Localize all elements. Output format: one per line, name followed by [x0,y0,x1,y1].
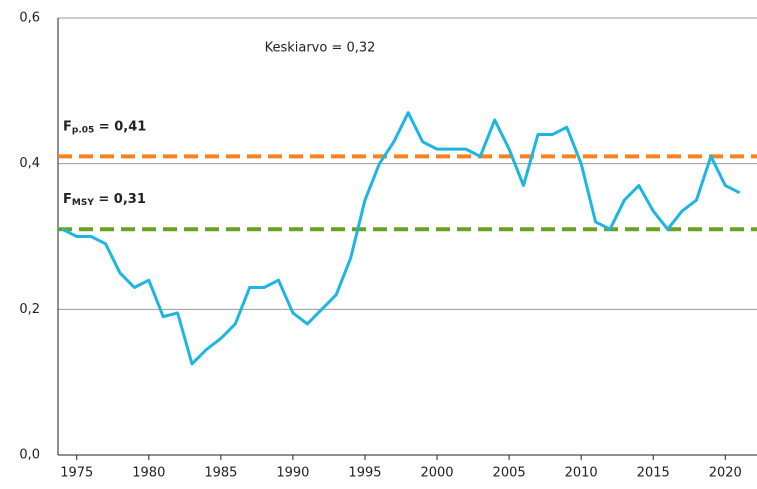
x-tick-label: 2005 [493,466,526,481]
y-tick-label: 0,4 [19,156,40,171]
label-text: = 0,31 [94,192,146,207]
label-symbol: F [63,192,72,207]
data-line [61,111,741,366]
x-tick-label: 1975 [60,466,93,481]
label-text: = 0,41 [94,119,146,134]
x-tick-label: 1980 [132,466,165,481]
y-tick-label: 0,6 [19,11,40,26]
x-tick-label: 1985 [204,466,237,481]
x-tick-label: 2000 [420,466,453,481]
x-tick-label: 2015 [637,466,670,481]
reference-label: FMSY = 0,31 [63,192,146,208]
y-tick-label: 0,0 [19,448,40,463]
x-tick-label: 2010 [565,466,598,481]
x-tick-label: 2020 [709,466,742,481]
y-tick-label: 0,2 [19,302,40,317]
annotation: Keskiarvo = 0,32 [265,41,376,56]
label-subscript: p.05 [72,125,94,135]
reference-label: Fp.05 = 0,41 [63,119,146,135]
label-symbol: F [63,119,72,134]
label-subscript: MSY [72,198,94,208]
x-tick-label: 1995 [348,466,381,481]
x-tick-label: 1990 [276,466,309,481]
